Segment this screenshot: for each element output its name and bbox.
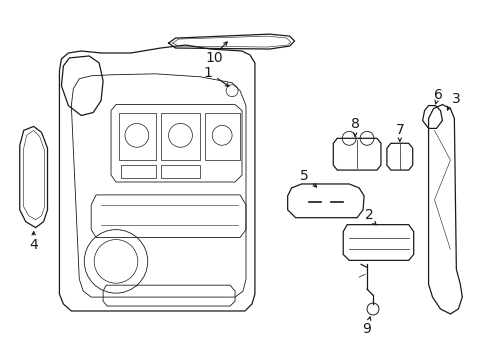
Text: 9: 9 bbox=[362, 322, 371, 336]
Text: 3: 3 bbox=[451, 92, 460, 105]
Text: 10: 10 bbox=[205, 51, 223, 65]
Text: 4: 4 bbox=[29, 238, 38, 252]
Text: 1: 1 bbox=[203, 66, 212, 80]
Text: 8: 8 bbox=[350, 117, 359, 131]
Text: 7: 7 bbox=[395, 123, 404, 138]
Text: 2: 2 bbox=[364, 208, 373, 222]
Text: 6: 6 bbox=[433, 88, 442, 102]
Text: 5: 5 bbox=[300, 169, 308, 183]
